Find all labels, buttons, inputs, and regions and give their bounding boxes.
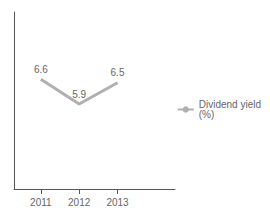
svg-text:2011: 2011 xyxy=(30,197,52,208)
svg-text:6.5: 6.5 xyxy=(111,67,125,78)
svg-text:6.6: 6.6 xyxy=(34,64,48,75)
svg-text:2013: 2013 xyxy=(106,197,129,208)
svg-text:5.9: 5.9 xyxy=(72,89,86,100)
svg-text:2012: 2012 xyxy=(68,197,91,208)
svg-text:Dividend yield: Dividend yield xyxy=(198,99,261,110)
svg-text:(%): (%) xyxy=(199,109,215,120)
